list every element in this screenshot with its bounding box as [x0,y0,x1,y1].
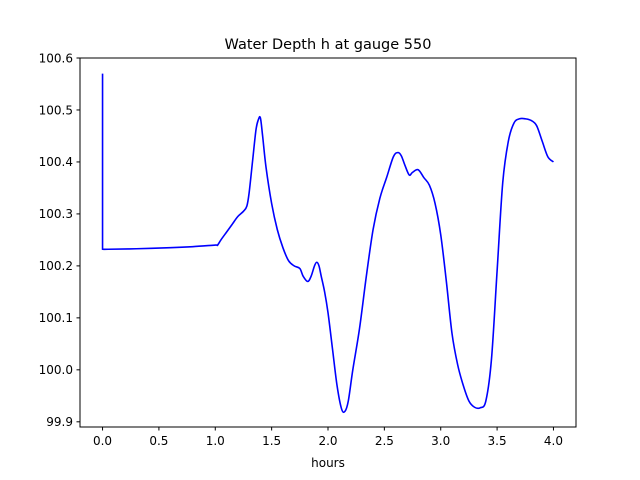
y-tick-label: 100.2 [39,259,73,273]
y-axis: 99.9 100.0 100.1 100.2 100.3 100.4 100.5 100.6 [39,51,80,429]
y-tick-label: 99.9 [46,415,73,429]
y-tick-label: 100.4 [39,155,73,169]
x-axis: 0.0 0.5 1.0 1.5 2.0 2.5 3.0 3.5 4.0 [93,427,563,448]
y-tick-label: 100.3 [39,207,73,221]
x-tick-label: 2.0 [318,434,337,448]
x-tick-label: 3.5 [488,434,507,448]
x-tick-label: 3.0 [431,434,450,448]
y-tick-label: 100.0 [39,363,73,377]
series-layer [101,73,554,414]
y-tick-label: 100.1 [39,311,73,325]
x-tick-label: 1.0 [206,434,225,448]
x-tick-label: 0.5 [149,434,168,448]
y-tick-label: 100.5 [39,103,73,117]
x-tick-label: 1.5 [262,434,281,448]
y-tick-label: 100.6 [39,51,73,65]
x-tick-label: 0.0 [93,434,112,448]
x-axis-label: hours [311,456,345,470]
x-tick-label: 2.5 [375,434,394,448]
chart-title: Water Depth h at gauge 550 [225,37,432,53]
x-tick-label: 4.0 [544,434,563,448]
series-line [101,73,554,414]
